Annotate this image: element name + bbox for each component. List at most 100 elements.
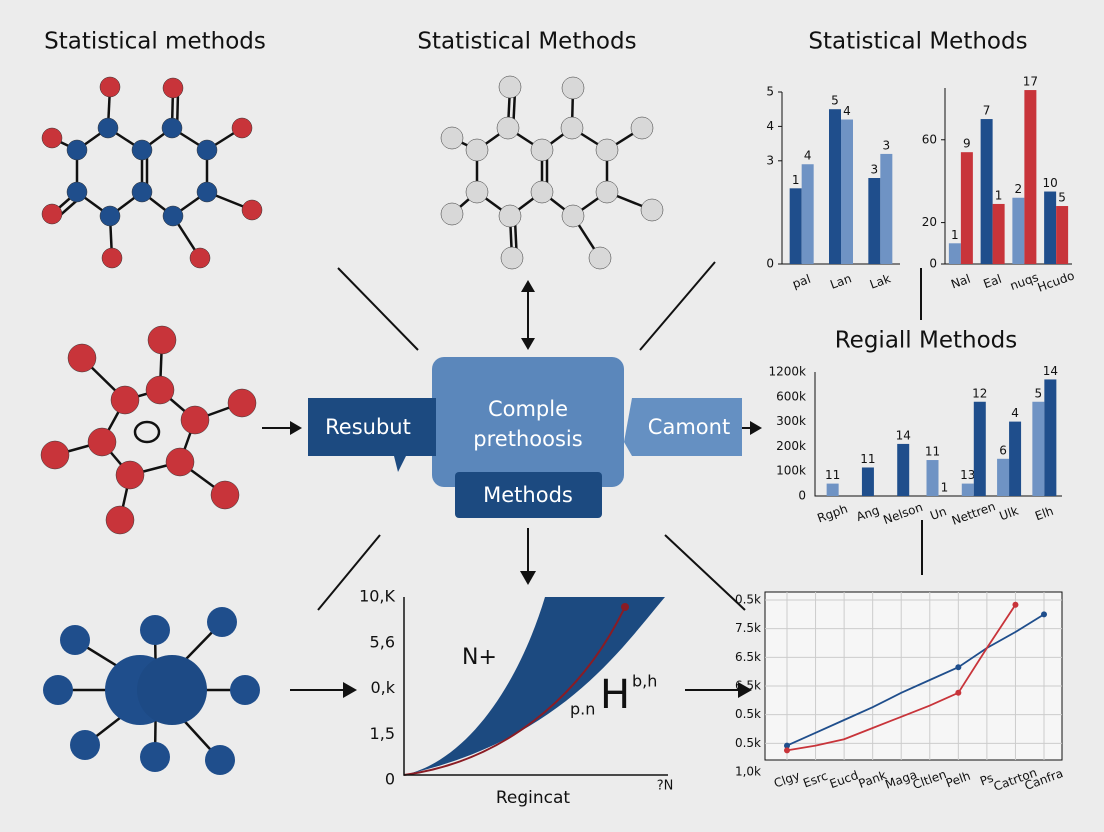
atom — [137, 655, 207, 725]
atom — [561, 76, 585, 100]
atom — [131, 181, 153, 203]
bar — [1044, 379, 1057, 496]
left-bubble — [308, 398, 436, 472]
bar-label: 4 — [1011, 406, 1019, 420]
bar-label: 13 — [960, 468, 975, 482]
chart-title: Regiall Methods — [835, 328, 1018, 354]
y-tick-label: 0 — [929, 257, 937, 271]
bar-label: 11 — [925, 445, 940, 459]
atom — [230, 675, 260, 705]
atom — [196, 139, 218, 161]
y-label: 100k — [776, 464, 806, 478]
atom — [210, 480, 240, 510]
center-text: Comple — [488, 397, 568, 421]
atom — [70, 730, 100, 760]
atom — [87, 427, 117, 457]
axes — [403, 597, 668, 776]
curve-area — [404, 597, 665, 775]
bar-label: 3 — [883, 138, 891, 152]
atom — [207, 607, 237, 637]
bar — [801, 164, 814, 264]
x-end: ?N — [657, 779, 674, 794]
atom — [496, 116, 520, 140]
bar — [826, 483, 839, 496]
atom — [60, 625, 90, 655]
arrowhead — [290, 421, 302, 435]
left-text: Resubut — [325, 415, 411, 439]
x-tick-label: Eal — [981, 272, 1003, 291]
bar — [980, 119, 993, 264]
center-text: prethoosis — [473, 427, 582, 451]
atom — [561, 204, 585, 228]
bar — [789, 188, 802, 264]
point — [784, 747, 790, 754]
connector — [664, 534, 746, 611]
bar — [841, 119, 853, 265]
bar-label: 2 — [1015, 182, 1023, 196]
atom — [41, 127, 63, 149]
y-label: 300k — [776, 414, 806, 428]
annotation: b,h — [632, 672, 657, 691]
title: Statistical methods — [44, 29, 266, 55]
y-label: 10,K — [359, 587, 395, 606]
bar-label: 4 — [843, 104, 851, 118]
bar-label: 14 — [896, 428, 911, 442]
x-tick-label: Lan — [828, 271, 853, 292]
point — [1012, 601, 1019, 608]
atom — [162, 205, 184, 227]
bar-label: 9 — [963, 137, 971, 151]
bar-label: 6 — [999, 443, 1007, 457]
atom — [189, 247, 211, 269]
bar — [829, 109, 841, 264]
arrowheads — [290, 280, 762, 698]
y-label: 5,6 — [370, 632, 395, 651]
atom — [40, 440, 70, 470]
atom — [67, 343, 97, 373]
bar-label: 17 — [1023, 75, 1038, 89]
atom — [196, 181, 218, 203]
atom — [99, 205, 121, 227]
center-box — [432, 357, 624, 487]
y-tick-label: 4 — [766, 119, 774, 133]
bar-label: 1 — [995, 188, 1003, 202]
bar — [948, 243, 961, 264]
arrowhead — [343, 682, 357, 698]
y-label: 0.5k — [735, 707, 761, 721]
x-tick-label: Nal — [949, 272, 972, 292]
y-tick-label: 20 — [922, 215, 937, 229]
atom — [140, 742, 170, 772]
bar — [973, 401, 986, 496]
atom — [231, 117, 253, 139]
right-text: Camont — [648, 415, 730, 439]
atom — [640, 198, 664, 222]
bar-label: 5 — [1058, 191, 1066, 205]
x-tick-label: Ps — [978, 771, 995, 789]
atom — [66, 139, 88, 161]
arrowhead — [520, 571, 536, 585]
atom — [595, 138, 619, 162]
bar — [1032, 401, 1045, 496]
bar — [1012, 197, 1025, 264]
x-tick-label: Ulk — [998, 504, 1021, 524]
molecules — [40, 75, 664, 775]
atom — [560, 116, 584, 140]
y-label: 1,0k — [735, 765, 761, 779]
bar — [1044, 191, 1057, 264]
atom — [498, 204, 522, 228]
bar — [960, 152, 973, 264]
atom — [110, 385, 140, 415]
bar-label: 11 — [825, 468, 840, 482]
bar-label: 3 — [871, 163, 879, 177]
atom — [227, 388, 257, 418]
bar — [1024, 90, 1037, 264]
y-label: 1,5 — [370, 724, 395, 743]
bar-label: 10 — [1042, 176, 1057, 190]
sub-text: Methods — [483, 483, 573, 507]
bar — [1056, 206, 1069, 264]
connector — [639, 261, 716, 351]
y-label: 7.5k — [735, 621, 761, 635]
curve-chart: N+ p.n H b,h Regincat ?N — [403, 597, 674, 808]
y-label: 0.5k — [735, 593, 761, 607]
atom — [180, 405, 210, 435]
